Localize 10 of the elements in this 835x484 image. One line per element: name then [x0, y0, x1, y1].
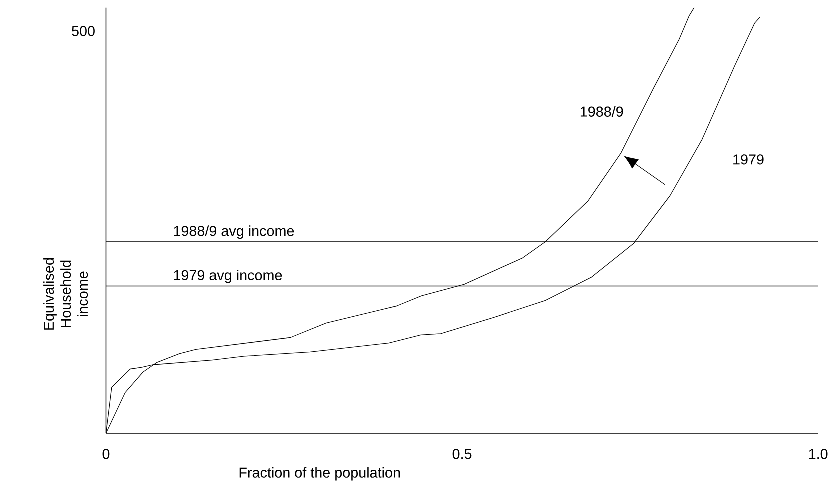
x-axis-title: Fraction of the population — [240, 468, 400, 481]
text: 500 — [72, 26, 95, 37]
x-tick-label: 1.0 — [809, 449, 828, 460]
text: 1979 — [734, 154, 764, 166]
ref-line-label: 1979 avg income — [174, 270, 282, 284]
series-label: 1988/9 — [580, 106, 624, 118]
ref-line-label: 1988/9 avg income — [174, 226, 294, 240]
x-tick-label: 0.5 — [452, 449, 472, 460]
x-tick-label: 0 — [102, 449, 110, 460]
y-axis-title: Equivalised Household income — [44, 258, 88, 330]
